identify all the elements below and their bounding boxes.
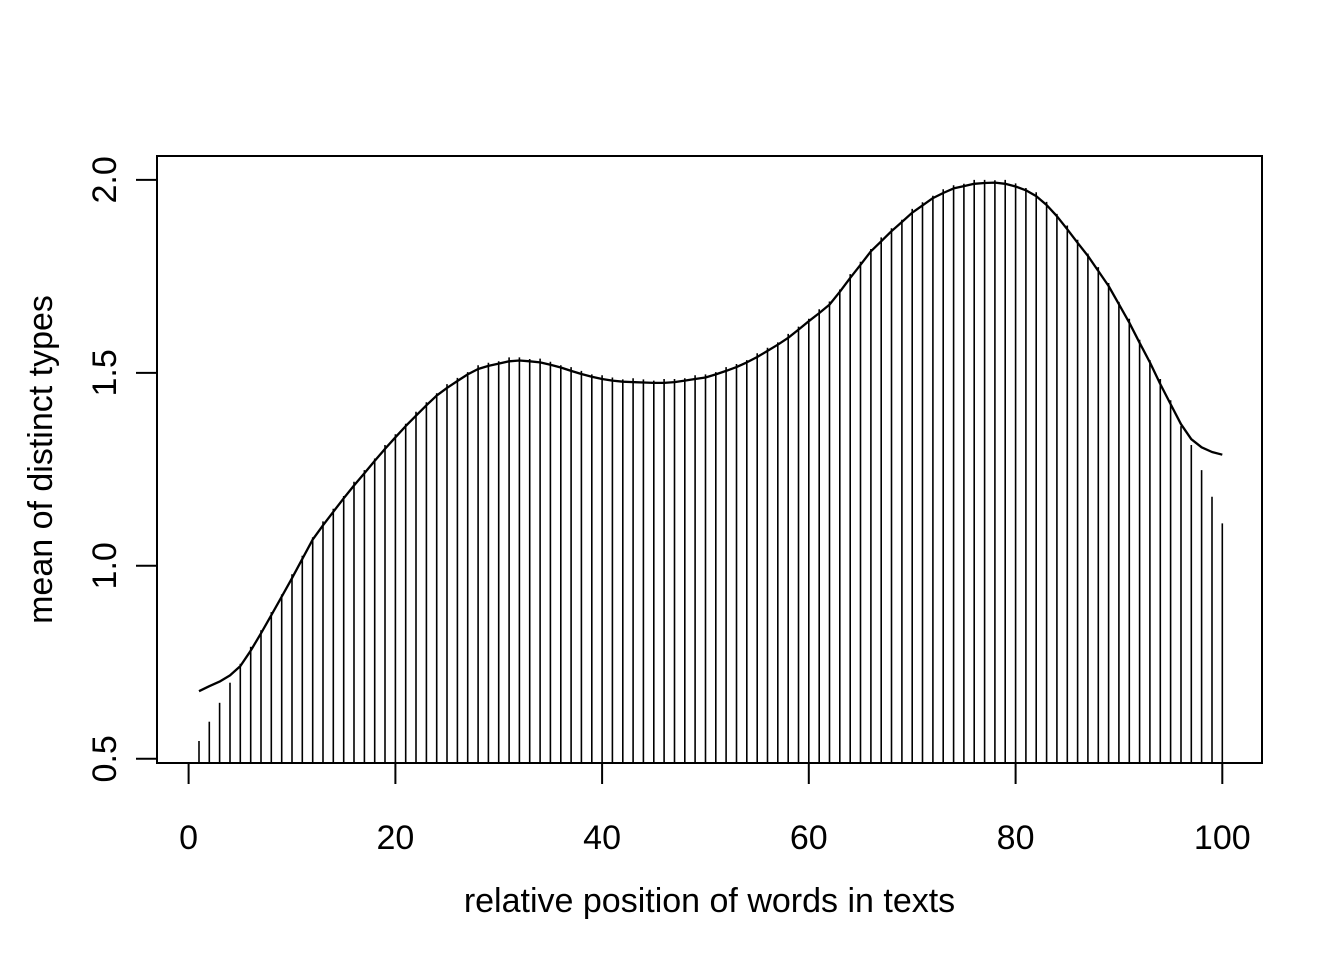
x-axis: 0 20 40 60 80 100 relative position of words …	[179, 763, 1251, 920]
x-tick-label: 20	[376, 819, 414, 857]
plot-box	[156, 155, 1263, 764]
y-tick-label: 1.5	[86, 349, 124, 396]
y-tick-label: 2.0	[86, 156, 124, 203]
x-tick-label: 60	[790, 819, 828, 857]
y-axis: 0.5 1.0 1.5 2.0 mean of distinct types	[22, 156, 157, 782]
y-axis-ticks: 0.5 1.0 1.5 2.0	[86, 156, 157, 782]
y-tick-label: 0.5	[86, 735, 124, 782]
x-axis-title: relative position of words in texts	[464, 882, 955, 920]
x-tick-label: 40	[583, 819, 621, 857]
x-tick-label: 0	[179, 819, 198, 857]
y-axis-title: mean of distinct types	[22, 295, 60, 624]
x-tick-label: 80	[997, 819, 1035, 857]
smooth-curve	[198, 181, 1223, 693]
x-axis-ticks: 0 20 40 60 80 100	[179, 763, 1251, 857]
y-tick-label: 1.0	[86, 542, 124, 589]
spikes-series	[198, 179, 1224, 762]
x-tick-label: 100	[1194, 819, 1251, 857]
